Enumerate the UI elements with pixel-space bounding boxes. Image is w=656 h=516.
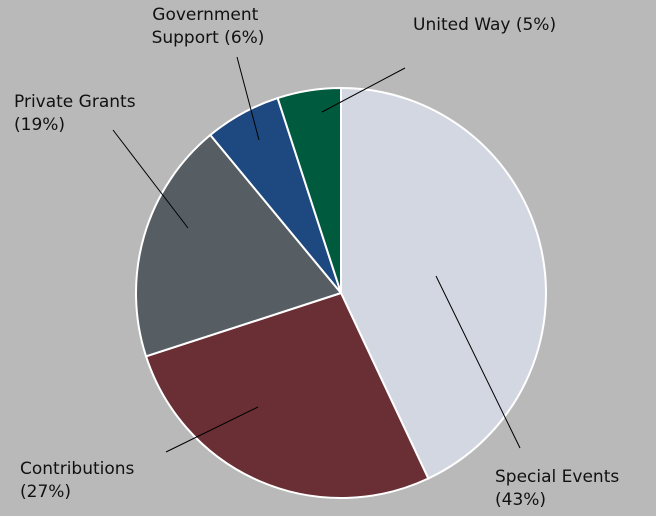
label-contributions-pct: (27%) — [20, 482, 71, 502]
pie-slice-united-way — [276, 86, 342, 294]
leader-line-1 — [165, 406, 259, 453]
leader-line-4 — [321, 67, 406, 113]
label-united-way: United Way (5%) — [413, 15, 556, 35]
slice-labels: Special Events (43%) Contributions (27%)… — [14, 5, 619, 510]
pie-slice-special-events — [340, 86, 547, 480]
leader-line-3 — [236, 56, 260, 141]
leader-lines — [112, 56, 521, 453]
label-government-support-line1: Government — [152, 5, 258, 25]
label-contributions: Contributions — [20, 459, 135, 479]
pie-slice-contributions — [144, 291, 430, 499]
label-special-events-pct: (43%) — [495, 490, 546, 510]
label-government-support-line2: Support (6%) — [152, 28, 265, 48]
pie-slices — [135, 86, 547, 499]
leader-line-2 — [112, 129, 189, 229]
leader-line-0 — [435, 275, 521, 449]
label-private-grants-pct: (19%) — [14, 115, 65, 135]
label-private-grants: Private Grants — [14, 92, 136, 112]
svg-text:Government Support (6%): Government Support (6%) — [152, 5, 265, 48]
label-special-events: Special Events — [495, 467, 619, 487]
pie-slice-private-grants — [135, 133, 343, 358]
